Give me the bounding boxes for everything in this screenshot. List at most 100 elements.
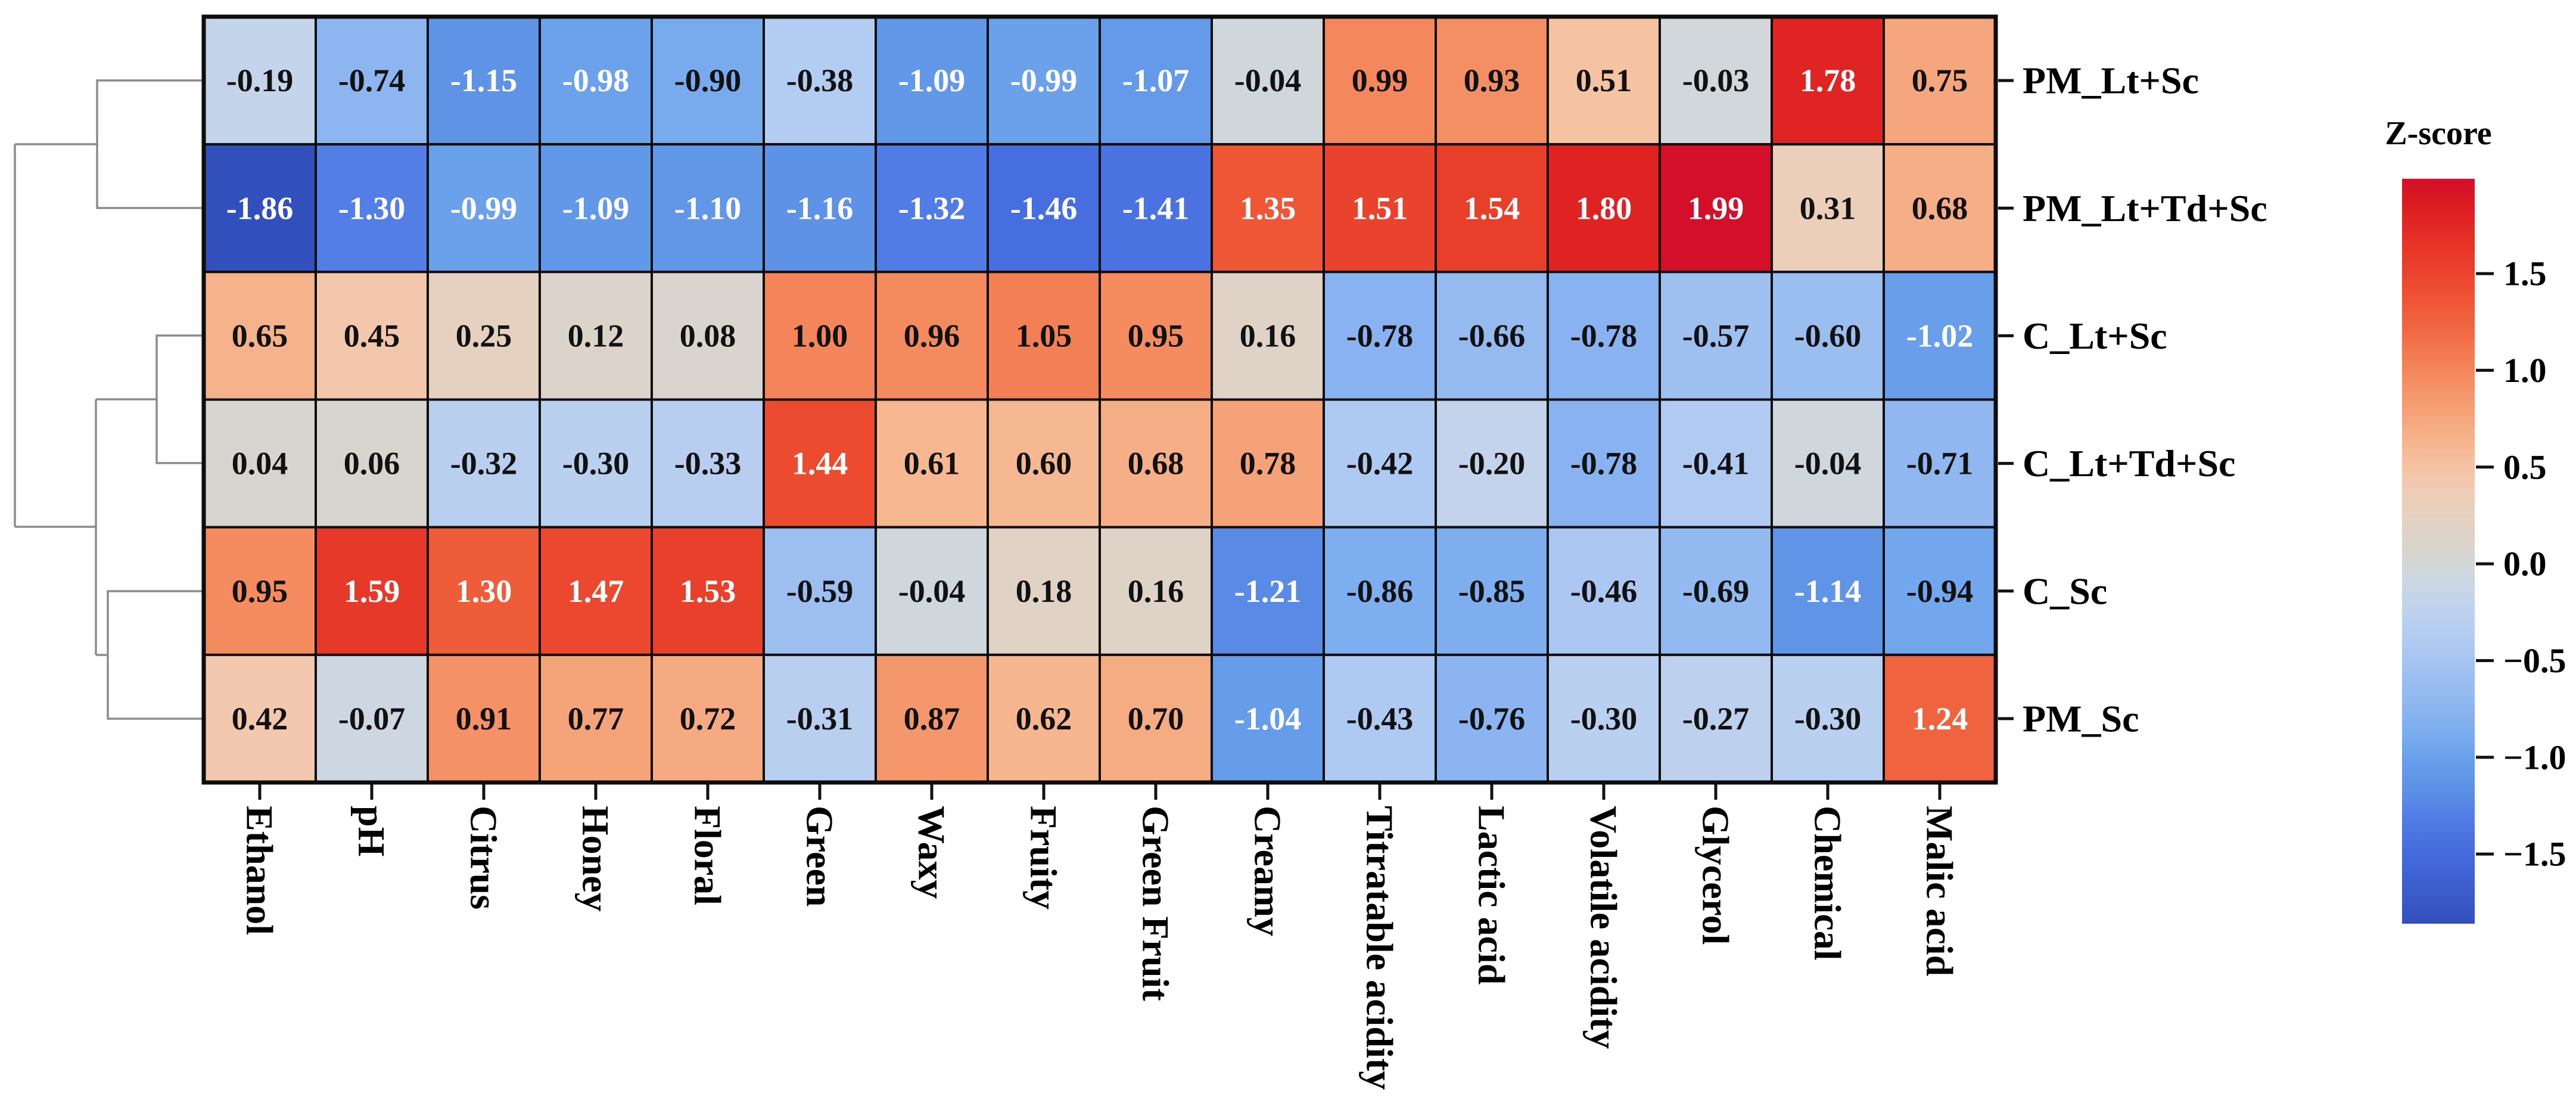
column-label: Green [799, 806, 841, 906]
heatmap-cell-value: 0.99 [1352, 63, 1408, 98]
heatmap-cell-value: -0.19 [226, 63, 293, 98]
column-label: Creamy [1247, 806, 1289, 936]
heatmap-cell [1659, 15, 1773, 146]
column-label: Floral [687, 806, 729, 905]
heatmap-cell-value: 1.30 [456, 573, 512, 609]
heatmap-cell-value: 1.35 [1240, 190, 1296, 226]
heatmap-cell-value: -1.21 [1234, 573, 1301, 609]
heatmap-cell [539, 398, 653, 529]
heatmap-cell-value: -0.99 [1010, 63, 1077, 98]
heatmap-cells: -0.19 -0.74 -1.15 -0.98 -0.90 -0.38 -1.09 -0.99… [203, 15, 1997, 784]
heatmap-cell-value: 1.59 [344, 573, 400, 609]
heatmap-cell-value: 0.16 [1128, 573, 1184, 609]
heatmap-cell [427, 398, 541, 529]
colorbar-tick-label: 0.0 [2503, 545, 2547, 583]
row-label: C_Lt+Td+Sc [2023, 442, 2235, 484]
heatmap-cell [1771, 143, 1885, 274]
heatmap-cell-value: -0.86 [1346, 573, 1413, 609]
heatmap-cell-value: 0.16 [1240, 318, 1296, 353]
heatmap-cell-value: 0.68 [1912, 190, 1968, 226]
heatmap-cell [875, 143, 989, 274]
colorbar-title: Z-score [2385, 115, 2491, 152]
column-label: Malic acid [1919, 806, 1961, 976]
heatmap-cell-value: -1.86 [226, 190, 293, 226]
heatmap-cell-value: -1.07 [1122, 63, 1189, 98]
heatmap-cell-value: -0.94 [1906, 573, 1973, 609]
heatmap-cell-value: -0.20 [1458, 446, 1525, 482]
heatmap-cell [1323, 143, 1437, 274]
heatmap-cell-value: -1.46 [1010, 190, 1077, 226]
heatmap-cell-value: -0.74 [338, 63, 405, 98]
heatmap-cell-value: -1.02 [1906, 318, 1973, 353]
heatmap-cell [315, 398, 429, 529]
heatmap-cell-value: -0.98 [562, 63, 629, 98]
colorbar-gradient [2402, 179, 2475, 924]
heatmap-cell-value: -0.90 [674, 63, 741, 98]
heatmap-cell-value: 0.25 [456, 318, 512, 353]
heatmap-cell [651, 271, 765, 401]
heatmap-cell-value: -0.57 [1682, 318, 1749, 353]
heatmap-cell [875, 526, 989, 656]
colorbar-tick-label: −1.5 [2503, 835, 2566, 874]
row-label: PM_Lt+Sc [2023, 60, 2199, 102]
heatmap-cell [987, 15, 1101, 146]
heatmap-cell-value: 0.65 [232, 318, 288, 353]
heatmap-cell-value: 0.75 [1912, 63, 1968, 98]
heatmap-cell-value: -0.78 [1346, 318, 1413, 353]
heatmap-cell-value: 1.05 [1016, 318, 1072, 353]
colorbar-tick-label: 0.5 [2503, 448, 2547, 486]
heatmap-cell-value: -0.78 [1570, 318, 1637, 353]
heatmap-cell-value: -1.09 [898, 63, 965, 98]
heatmap-cell-value: -0.31 [786, 701, 853, 737]
heatmap-cell [1323, 271, 1437, 401]
row-label: C_Sc [2023, 570, 2107, 612]
x-axis: Ethanol pH Citrus Honey Floral Green Waxy Fruit… [239, 784, 1961, 1090]
heatmap-cell-value: 0.18 [1016, 573, 1072, 609]
heatmap-cell-value: 1.00 [792, 318, 848, 353]
heatmap-cell [1659, 143, 1773, 274]
heatmap-cell [539, 526, 653, 656]
row-label: C_Lt+Sc [2023, 315, 2167, 357]
heatmap-cell-value: -0.04 [1234, 63, 1301, 98]
heatmap-cell-value: 0.87 [904, 701, 960, 737]
heatmap-cell-value: -0.33 [674, 446, 741, 482]
column-label: Volatile acidity [1583, 806, 1625, 1049]
heatmap-cell-value: -0.85 [1458, 573, 1525, 609]
heatmap-cell [875, 15, 989, 146]
heatmap-cell [763, 398, 877, 529]
column-label: Titratable acidity [1359, 806, 1401, 1090]
column-label: Fruity [1023, 806, 1065, 909]
heatmap-cell-value: 1.80 [1576, 190, 1632, 226]
heatmap-cell [1211, 271, 1325, 401]
heatmap-cell-value: -0.27 [1682, 701, 1749, 737]
heatmap-cell-value: -0.38 [786, 63, 853, 98]
heatmap-cell-value: 0.61 [904, 446, 960, 482]
heatmap-cell [1435, 526, 1549, 656]
heatmap-cell-value: 0.51 [1576, 63, 1632, 98]
heatmap-cell [763, 271, 877, 401]
heatmap-cell [315, 143, 429, 274]
heatmap-cell-value: 1.24 [1912, 701, 1968, 737]
heatmap-cell [1771, 398, 1885, 529]
colorbar-tick-label: −0.5 [2503, 641, 2566, 680]
colorbar-tick-label: 1.5 [2503, 254, 2547, 293]
heatmap-cell-value: -0.42 [1346, 446, 1413, 482]
heatmap-cell [1323, 15, 1437, 146]
heatmap-cell-value: -0.30 [1794, 701, 1861, 737]
heatmap-cell-value: 0.68 [1128, 446, 1184, 482]
heatmap-cell [763, 15, 877, 146]
heatmap-cell-value: 1.47 [568, 573, 624, 609]
heatmap-cell-value: -0.69 [1682, 573, 1749, 609]
heatmap-cell-value: -0.66 [1458, 318, 1525, 353]
heatmap-cell-value: -0.76 [1458, 701, 1525, 737]
heatmap-cell-value: -0.30 [1570, 701, 1637, 737]
heatmap-cell [1547, 15, 1661, 146]
heatmap-cell [315, 526, 429, 656]
heatmap-cell [875, 398, 989, 529]
heatmap-cell-value: 0.45 [344, 318, 400, 353]
heatmap-border [201, 14, 1998, 785]
heatmap-cell-value: -0.46 [1570, 573, 1637, 609]
column-label: Green Fruit [1135, 806, 1177, 1001]
